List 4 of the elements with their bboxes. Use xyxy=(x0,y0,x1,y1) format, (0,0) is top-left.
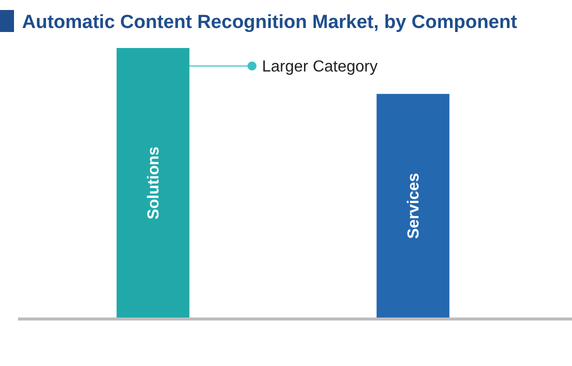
x-tick-label: Services xyxy=(406,172,423,239)
chart-title: Automatic Content Recognition Market, by Component xyxy=(22,12,518,33)
annotation: Larger Category xyxy=(262,58,378,76)
x-tick-label: Solutions xyxy=(146,146,163,220)
